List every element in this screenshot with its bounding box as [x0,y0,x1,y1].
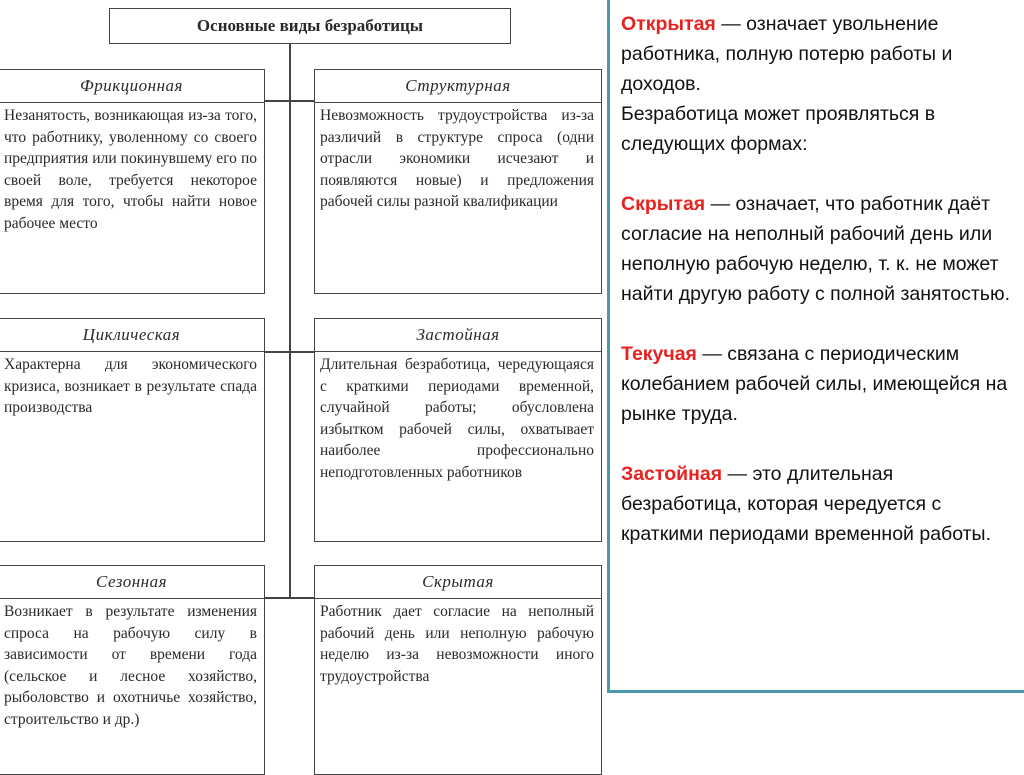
type-name: Структурная [315,70,601,103]
definition-text: — это длительная безработица, которая че… [621,463,991,545]
definition-open: Открытая — означает увольнение работника… [621,9,1016,159]
definition-text: — означает увольнение работника, полную … [621,13,953,95]
definition-note: Безработица может проявляться в следующи… [621,103,936,155]
type-card-cyclical: Циклическая Характерна для экономическог… [0,318,265,542]
type-name: Застойная [315,319,601,352]
definition-text: — связана с периодическим колебанием раб… [621,343,1008,425]
definition-text: — означает, что работник даёт согласие н… [621,193,1011,305]
type-card-structural: Структурная Невозможность трудоустройств… [314,69,602,294]
type-card-frictional: Фрикционная Незанятость, возникающая из-… [0,69,265,294]
type-name: Сезонная [0,566,264,599]
type-card-stagnant: Застойная Длительная безработица, череду… [314,318,602,542]
definition-fluid: Текучая — связана с периодическим колеба… [621,339,1016,429]
definition-stagnant: Застойная — это длительная безработица, … [621,459,1016,549]
type-description: Незанятость, возникающая из-за того, что… [4,107,257,232]
type-name: Скрытая [315,566,601,599]
connector-line [289,44,291,598]
definition-term: Текучая [621,343,697,365]
connector-line [265,100,315,102]
definitions-panel: Открытая — означает увольнение работника… [607,0,1024,693]
definition-term: Застойная [621,463,723,485]
type-description: Длительная безработица, чередующаяся с к… [320,356,594,481]
connector-line [265,597,315,599]
type-name: Циклическая [0,319,264,352]
definition-term: Скрытая [621,193,706,215]
connector-line [265,351,315,353]
type-description: Возникает в результате изменения спроса … [4,603,257,728]
type-card-seasonal: Сезонная Возникает в результате изменени… [0,565,265,775]
definition-hidden: Скрытая — означает, что работник даёт со… [621,189,1016,309]
type-name: Фрикционная [0,70,264,103]
diagram-title: Основные виды безработицы [109,8,511,44]
type-card-hidden: Скрытая Работник дает согласие на неполн… [314,565,602,775]
definition-term: Открытая [621,13,716,35]
type-description: Работник дает согласие на неполный рабоч… [320,603,594,685]
type-description: Характерна для экономического кризиса, в… [4,356,257,417]
type-description: Невозможность трудоустройства из-за разл… [320,107,594,211]
